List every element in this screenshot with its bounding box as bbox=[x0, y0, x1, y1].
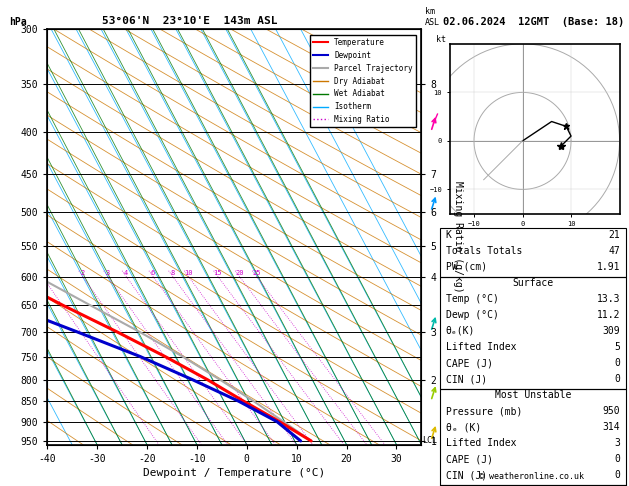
Bar bbox=[440, 277, 626, 389]
Title: 53°06'N  23°10'E  143m ASL: 53°06'N 23°10'E 143m ASL bbox=[102, 16, 277, 26]
Text: Totals Totals: Totals Totals bbox=[446, 246, 522, 256]
Text: Dewp (°C): Dewp (°C) bbox=[446, 310, 499, 320]
Text: km
ASL: km ASL bbox=[425, 7, 440, 27]
Text: 21: 21 bbox=[608, 230, 620, 240]
Text: 8: 8 bbox=[170, 270, 175, 277]
Legend: Temperature, Dewpoint, Parcel Trajectory, Dry Adiabat, Wet Adiabat, Isotherm, Mi: Temperature, Dewpoint, Parcel Trajectory… bbox=[309, 35, 416, 127]
Text: θₑ (K): θₑ (K) bbox=[446, 422, 481, 432]
Text: 13.3: 13.3 bbox=[597, 294, 620, 304]
Text: hPa: hPa bbox=[9, 17, 27, 27]
Bar bbox=[440, 485, 626, 486]
Text: 314: 314 bbox=[603, 422, 620, 432]
X-axis label: Dewpoint / Temperature (°C): Dewpoint / Temperature (°C) bbox=[143, 468, 325, 478]
Text: CIN (J): CIN (J) bbox=[446, 470, 487, 480]
Y-axis label: Mixing Ratio (g/kg): Mixing Ratio (g/kg) bbox=[453, 181, 463, 293]
Text: 3: 3 bbox=[615, 438, 620, 448]
Text: Surface: Surface bbox=[513, 278, 554, 288]
Text: Most Unstable: Most Unstable bbox=[495, 390, 571, 400]
Text: PW (cm): PW (cm) bbox=[446, 262, 487, 272]
Text: Lifted Index: Lifted Index bbox=[446, 342, 516, 352]
Text: 02.06.2024  12GMT  (Base: 18): 02.06.2024 12GMT (Base: 18) bbox=[443, 17, 625, 27]
Bar bbox=[440, 389, 626, 485]
Text: K: K bbox=[446, 230, 452, 240]
Text: Lifted Index: Lifted Index bbox=[446, 438, 516, 448]
Text: © weatheronline.co.uk: © weatheronline.co.uk bbox=[479, 472, 584, 481]
Text: kt: kt bbox=[436, 35, 446, 44]
Text: 47: 47 bbox=[608, 246, 620, 256]
Text: 4: 4 bbox=[124, 270, 128, 277]
Text: 0: 0 bbox=[615, 374, 620, 384]
Bar bbox=[440, 228, 626, 277]
Text: 0: 0 bbox=[615, 454, 620, 464]
Text: 1.91: 1.91 bbox=[597, 262, 620, 272]
Text: LCL: LCL bbox=[422, 436, 437, 446]
Text: 10: 10 bbox=[184, 270, 192, 277]
Text: CIN (J): CIN (J) bbox=[446, 374, 487, 384]
Text: 5: 5 bbox=[615, 342, 620, 352]
Text: θₑ(K): θₑ(K) bbox=[446, 326, 476, 336]
Text: 0: 0 bbox=[615, 358, 620, 368]
Text: 15: 15 bbox=[214, 270, 222, 277]
Text: CAPE (J): CAPE (J) bbox=[446, 454, 493, 464]
Text: 6: 6 bbox=[151, 270, 155, 277]
Text: 11.2: 11.2 bbox=[597, 310, 620, 320]
Text: 0: 0 bbox=[615, 470, 620, 480]
Text: CAPE (J): CAPE (J) bbox=[446, 358, 493, 368]
Text: Pressure (mb): Pressure (mb) bbox=[446, 406, 522, 416]
Text: 309: 309 bbox=[603, 326, 620, 336]
Text: 3: 3 bbox=[106, 270, 110, 277]
Text: Temp (°C): Temp (°C) bbox=[446, 294, 499, 304]
Text: 2: 2 bbox=[81, 270, 85, 277]
Text: 20: 20 bbox=[235, 270, 243, 277]
Text: 25: 25 bbox=[252, 270, 261, 277]
Text: 950: 950 bbox=[603, 406, 620, 416]
